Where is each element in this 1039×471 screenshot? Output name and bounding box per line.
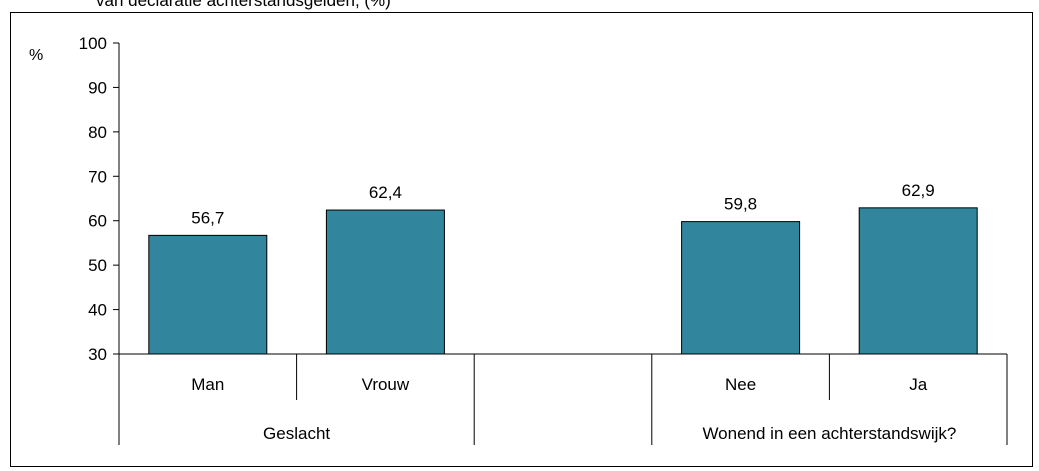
chart-frame: % 30 40 50 60 70 80 90 100 56,7 62,4 59,8 62,9 Man Vr… bbox=[10, 12, 1033, 467]
y-tick-label: 60 bbox=[88, 212, 107, 231]
category-label: Ja bbox=[909, 375, 928, 394]
bar-chart: % 30 40 50 60 70 80 90 100 56,7 62,4 59,8 62,9 Man Vr… bbox=[29, 34, 1008, 445]
bar-nee bbox=[681, 221, 801, 355]
category-label: Vrouw bbox=[362, 375, 410, 394]
y-tick-label: 30 bbox=[88, 345, 107, 364]
bar-man bbox=[148, 234, 268, 355]
category-label: Man bbox=[191, 375, 224, 394]
bar-vrouw bbox=[325, 209, 445, 355]
data-label: 59,8 bbox=[724, 195, 757, 214]
y-tick-label: 40 bbox=[88, 301, 107, 320]
y-tick-label: 80 bbox=[88, 123, 107, 142]
y-tick-label: 90 bbox=[88, 78, 107, 97]
y-axis-unit-label: % bbox=[29, 47, 43, 64]
bar-ja bbox=[858, 207, 978, 355]
group-label: Wonend in een achterstandswijk? bbox=[702, 424, 956, 443]
data-label: 62,9 bbox=[902, 181, 935, 200]
y-tick-label: 100 bbox=[79, 34, 107, 53]
category-label: Nee bbox=[725, 375, 756, 394]
y-tick-label: 70 bbox=[88, 167, 107, 186]
data-label: 62,4 bbox=[369, 183, 402, 202]
data-label: 56,7 bbox=[191, 208, 224, 227]
chart-caption: van declaratie achterstandsgelden, (%) bbox=[96, 0, 391, 10]
y-tick-label: 50 bbox=[88, 256, 107, 275]
group-label: Geslacht bbox=[263, 424, 330, 443]
